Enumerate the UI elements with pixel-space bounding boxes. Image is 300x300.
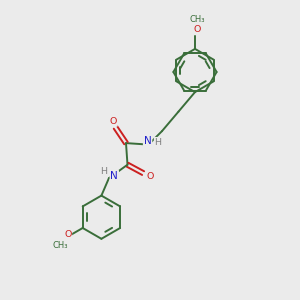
Text: O: O [194, 26, 201, 34]
Text: N: N [144, 136, 152, 146]
Text: N: N [110, 171, 118, 181]
Text: O: O [146, 172, 153, 181]
Text: O: O [64, 230, 71, 239]
Text: H: H [100, 167, 107, 176]
Text: CH₃: CH₃ [52, 241, 68, 250]
Text: O: O [110, 117, 117, 126]
Text: H: H [154, 138, 162, 147]
Text: CH₃: CH₃ [189, 15, 205, 24]
